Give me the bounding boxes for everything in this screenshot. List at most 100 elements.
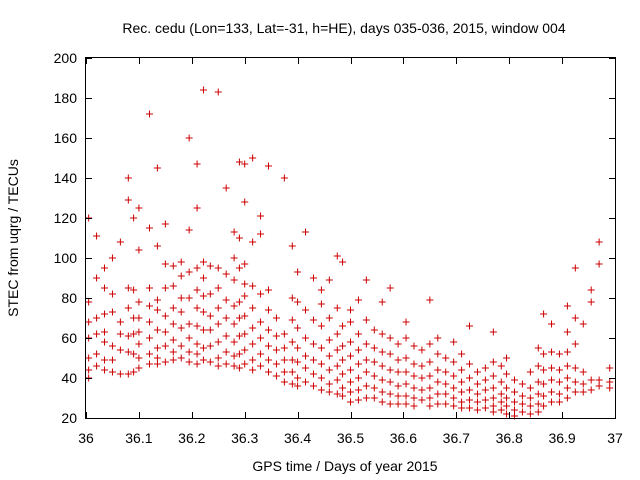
data-point bbox=[116, 346, 124, 354]
data-point bbox=[347, 398, 354, 406]
data-point bbox=[241, 360, 249, 368]
data-point bbox=[434, 400, 442, 408]
data-point bbox=[386, 366, 394, 374]
y-tick-label: 80 bbox=[61, 290, 77, 306]
data-point bbox=[108, 308, 116, 316]
data-point bbox=[402, 354, 410, 362]
data-point bbox=[230, 352, 238, 360]
y-axis-label: STEC from uqrg / TECUs bbox=[5, 159, 21, 317]
data-point bbox=[473, 390, 481, 398]
data-point bbox=[595, 260, 603, 268]
data-point bbox=[135, 364, 143, 372]
data-point bbox=[108, 368, 116, 376]
data-point bbox=[257, 318, 265, 326]
data-point bbox=[339, 356, 347, 364]
data-point bbox=[177, 272, 185, 280]
data-point bbox=[402, 392, 410, 400]
data-point bbox=[257, 362, 265, 370]
data-point bbox=[249, 238, 257, 246]
data-point bbox=[362, 340, 370, 348]
data-point bbox=[153, 306, 161, 314]
data-point bbox=[135, 298, 143, 306]
data-point bbox=[534, 390, 542, 398]
data-point bbox=[317, 322, 325, 330]
data-point bbox=[108, 342, 116, 350]
data-point bbox=[347, 388, 354, 396]
data-point bbox=[135, 354, 143, 362]
data-point bbox=[370, 358, 378, 366]
data-point bbox=[265, 326, 273, 334]
data-point bbox=[378, 376, 386, 384]
data-point bbox=[339, 384, 347, 392]
data-point bbox=[199, 344, 207, 352]
data-point bbox=[362, 316, 370, 324]
data-point bbox=[481, 396, 489, 404]
data-point bbox=[309, 382, 317, 390]
data-point bbox=[354, 374, 362, 382]
data-point bbox=[185, 320, 193, 328]
data-point bbox=[370, 372, 378, 380]
data-point bbox=[145, 284, 153, 292]
data-point bbox=[354, 360, 362, 368]
data-point bbox=[101, 366, 109, 374]
data-point bbox=[230, 276, 238, 284]
data-point bbox=[235, 332, 243, 340]
data-point bbox=[503, 354, 511, 362]
data-point bbox=[354, 330, 362, 338]
data-point bbox=[489, 394, 497, 402]
data-point bbox=[302, 378, 310, 386]
data-point bbox=[317, 360, 325, 368]
data-point bbox=[249, 340, 257, 348]
data-point bbox=[199, 258, 207, 266]
y-axis-ticks: 20 40 60 80 100 120 140 160 180 200 bbox=[54, 50, 615, 426]
data-point bbox=[606, 384, 614, 392]
x-tick-label: 36.6 bbox=[390, 430, 417, 446]
y-tick-label: 20 bbox=[61, 410, 77, 426]
data-point bbox=[272, 346, 280, 354]
data-point bbox=[235, 234, 243, 242]
data-point bbox=[526, 402, 534, 410]
data-point bbox=[101, 284, 109, 292]
data-point bbox=[481, 404, 489, 412]
data-point bbox=[333, 304, 341, 312]
data-point bbox=[130, 214, 138, 222]
data-point bbox=[177, 258, 185, 266]
data-point bbox=[302, 364, 310, 372]
data-point bbox=[534, 378, 542, 386]
data-point bbox=[426, 296, 434, 304]
data-point bbox=[325, 352, 333, 360]
data-point bbox=[510, 388, 518, 396]
data-point bbox=[450, 358, 458, 366]
data-point bbox=[434, 390, 442, 398]
data-point bbox=[309, 316, 317, 324]
data-point bbox=[145, 302, 153, 310]
data-point bbox=[185, 358, 193, 366]
data-point bbox=[489, 328, 497, 336]
data-point bbox=[563, 394, 571, 402]
data-point bbox=[354, 346, 362, 354]
data-point bbox=[386, 350, 394, 358]
data-point bbox=[145, 334, 153, 342]
data-point bbox=[230, 254, 238, 262]
data-point bbox=[199, 274, 207, 282]
data-point bbox=[317, 374, 325, 382]
data-point bbox=[418, 362, 426, 370]
data-point bbox=[325, 388, 333, 396]
data-point bbox=[169, 356, 177, 364]
data-point bbox=[426, 402, 434, 410]
data-point bbox=[294, 298, 302, 306]
data-point bbox=[497, 398, 505, 406]
data-point bbox=[272, 314, 280, 322]
data-point bbox=[410, 384, 418, 392]
data-point bbox=[442, 354, 450, 362]
data-point bbox=[288, 316, 296, 324]
data-point bbox=[503, 384, 511, 392]
x-tick-label: 36 bbox=[78, 430, 94, 446]
data-point bbox=[199, 308, 207, 316]
data-point bbox=[347, 378, 354, 386]
y-tick-label: 180 bbox=[54, 90, 78, 106]
data-point bbox=[347, 338, 354, 346]
data-point bbox=[402, 318, 410, 326]
data-point bbox=[222, 360, 230, 368]
data-point bbox=[333, 390, 341, 398]
